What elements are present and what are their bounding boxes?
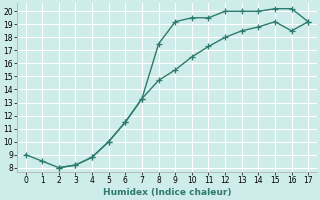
X-axis label: Humidex (Indice chaleur): Humidex (Indice chaleur) — [103, 188, 231, 197]
